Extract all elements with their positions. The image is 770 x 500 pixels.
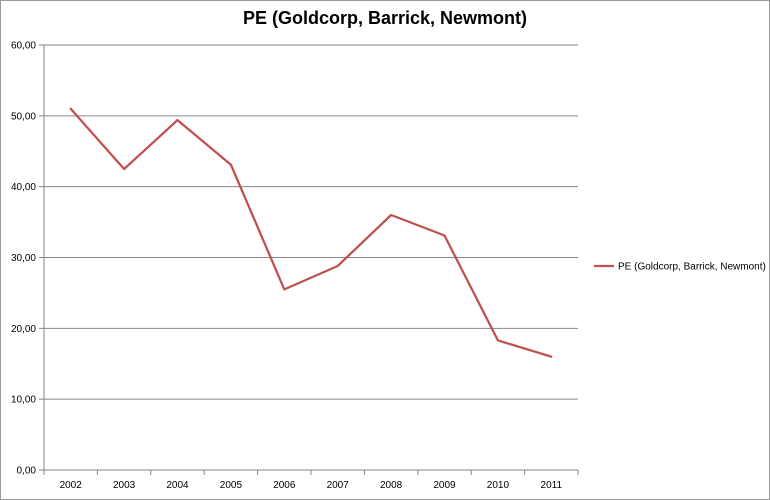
series-line bbox=[69, 107, 553, 358]
x-axis-ticks: 2002 2003 2004 2005 2006 2007 2008 2009 2010 2011 bbox=[60, 480, 563, 491]
x-tick-label: 2004 bbox=[166, 480, 189, 491]
x-tick-label: 2007 bbox=[327, 480, 350, 491]
gridlines bbox=[44, 44, 578, 400]
y-tick-label: 50,00 bbox=[11, 111, 36, 122]
y-tick-label: 0,00 bbox=[17, 466, 37, 477]
x-tick-label: 2009 bbox=[433, 480, 456, 491]
series-group bbox=[69, 107, 553, 358]
y-tick-label: 20,00 bbox=[11, 324, 36, 335]
x-tick-label: 2008 bbox=[380, 480, 403, 491]
legend-label: PE (Goldcorp, Barrick, Newmont) bbox=[618, 262, 766, 273]
x-tick-label: 2010 bbox=[487, 480, 510, 491]
y-tick-label: 10,00 bbox=[11, 395, 36, 406]
y-tick-label: 60,00 bbox=[11, 41, 36, 52]
legend: PE (Goldcorp, Barrick, Newmont) bbox=[594, 262, 766, 273]
x-tick-label: 2003 bbox=[113, 480, 136, 491]
x-tick-label: 2002 bbox=[60, 480, 83, 491]
x-tick-label: 2005 bbox=[220, 480, 243, 491]
y-tick-label: 40,00 bbox=[11, 182, 36, 193]
y-axis-ticks: 0,00 10,00 20,00 30,00 40,00 50,00 60,00 bbox=[11, 41, 36, 477]
x-tick-label: 2006 bbox=[273, 480, 296, 491]
x-tick-label: 2011 bbox=[541, 480, 563, 491]
chart-title: PE (Goldcorp, Barrick, Newmont) bbox=[242, 8, 528, 28]
axes bbox=[39, 44, 579, 475]
y-tick-label: 30,00 bbox=[11, 253, 36, 264]
